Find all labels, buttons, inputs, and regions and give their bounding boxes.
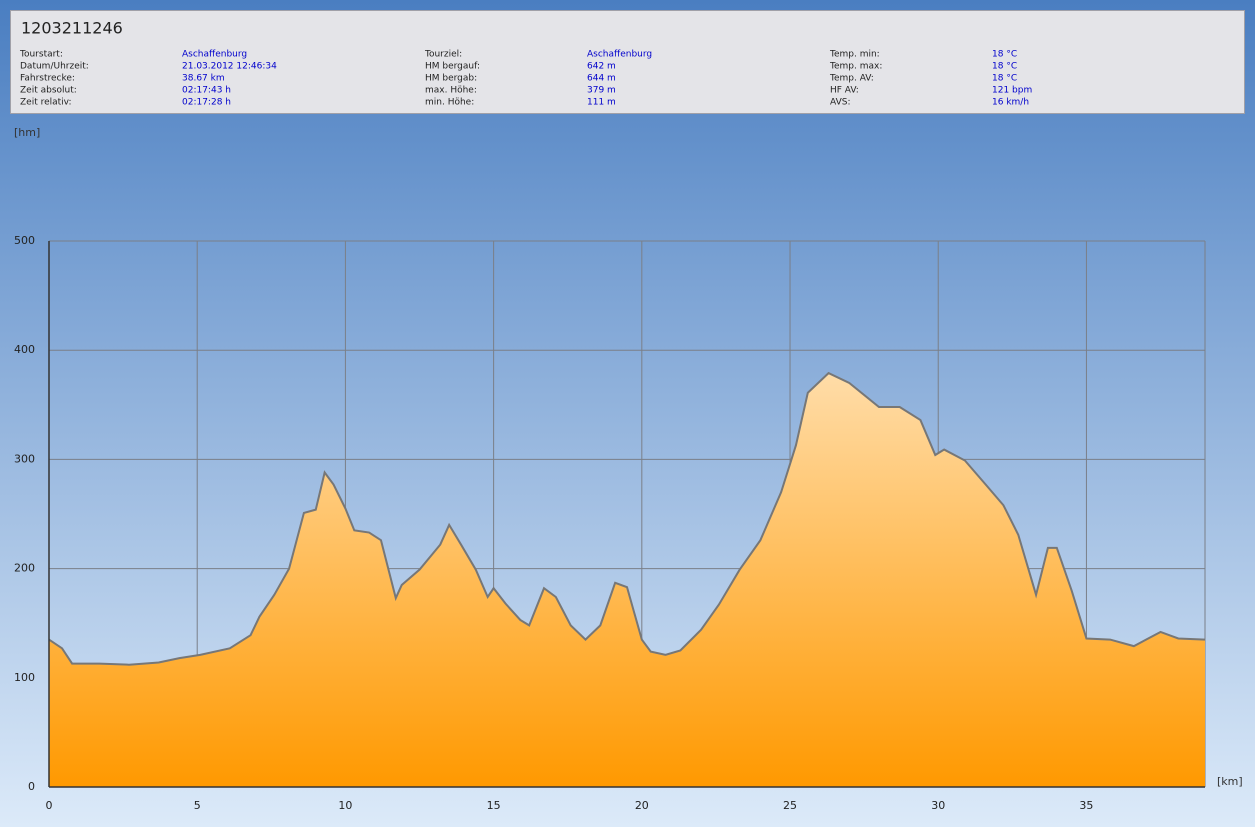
info-label: Temp. max: bbox=[829, 62, 882, 72]
info-label: Tourziel: bbox=[424, 50, 462, 60]
y-tick-label: 500 bbox=[14, 234, 35, 247]
x-tick-label: 10 bbox=[338, 799, 352, 812]
info-label: HM bergauf: bbox=[425, 62, 480, 72]
info-value: 18 °C bbox=[992, 50, 1017, 60]
info-label: min. Höhe: bbox=[425, 98, 474, 108]
y-tick-label: 0 bbox=[28, 780, 35, 793]
y-axis-label: [hm] bbox=[14, 126, 40, 139]
info-value: 21.03.2012 12:46:34 bbox=[182, 62, 277, 72]
x-tick-label: 25 bbox=[783, 799, 797, 812]
x-tick-label: 30 bbox=[931, 799, 945, 812]
info-value: 02:17:28 h bbox=[182, 98, 231, 108]
y-tick-label: 200 bbox=[14, 562, 35, 575]
info-label: HM bergab: bbox=[425, 74, 477, 84]
info-label: Fahrstrecke: bbox=[20, 74, 75, 84]
info-value: 02:17:43 h bbox=[182, 86, 231, 96]
info-value: Aschaffenburg bbox=[587, 50, 652, 60]
tour-title: 1203211246 bbox=[21, 19, 123, 38]
elevation-line bbox=[48, 371, 1206, 666]
info-label: Zeit absolut: bbox=[20, 86, 77, 96]
x-tick-label: 15 bbox=[487, 799, 501, 812]
elevation-area bbox=[49, 373, 1205, 787]
info-value: 379 m bbox=[587, 86, 616, 96]
y-tick-label: 300 bbox=[14, 452, 35, 465]
info-value: 644 m bbox=[587, 74, 616, 84]
info-label: Temp. AV: bbox=[829, 74, 874, 84]
y-tick-label: 400 bbox=[14, 343, 35, 356]
x-tick-label: 0 bbox=[46, 799, 53, 812]
info-label: HF AV: bbox=[830, 86, 859, 96]
info-value: 38.67 km bbox=[182, 74, 225, 84]
info-value: 16 km/h bbox=[992, 98, 1029, 108]
info-label: Zeit relativ: bbox=[20, 98, 72, 108]
info-value: Aschaffenburg bbox=[182, 50, 247, 60]
x-tick-label: 20 bbox=[635, 799, 649, 812]
info-value: 121 bpm bbox=[992, 86, 1032, 96]
x-axis-label: [km] bbox=[1217, 775, 1243, 788]
x-tick-label: 5 bbox=[194, 799, 201, 812]
info-value: 642 m bbox=[587, 62, 616, 72]
info-label: Temp. min: bbox=[829, 50, 880, 60]
info-value: 111 m bbox=[587, 98, 616, 108]
info-label: AVS: bbox=[830, 98, 850, 108]
x-tick-label: 35 bbox=[1079, 799, 1093, 812]
info-panel bbox=[10, 10, 1245, 114]
info-value: 18 °C bbox=[992, 62, 1017, 72]
info-label: Datum/Uhrzeit: bbox=[20, 62, 89, 72]
info-label: Tourstart: bbox=[19, 50, 63, 60]
y-tick-label: 100 bbox=[14, 671, 35, 684]
info-value: 18 °C bbox=[992, 74, 1017, 84]
info-label: max. Höhe: bbox=[425, 86, 477, 96]
